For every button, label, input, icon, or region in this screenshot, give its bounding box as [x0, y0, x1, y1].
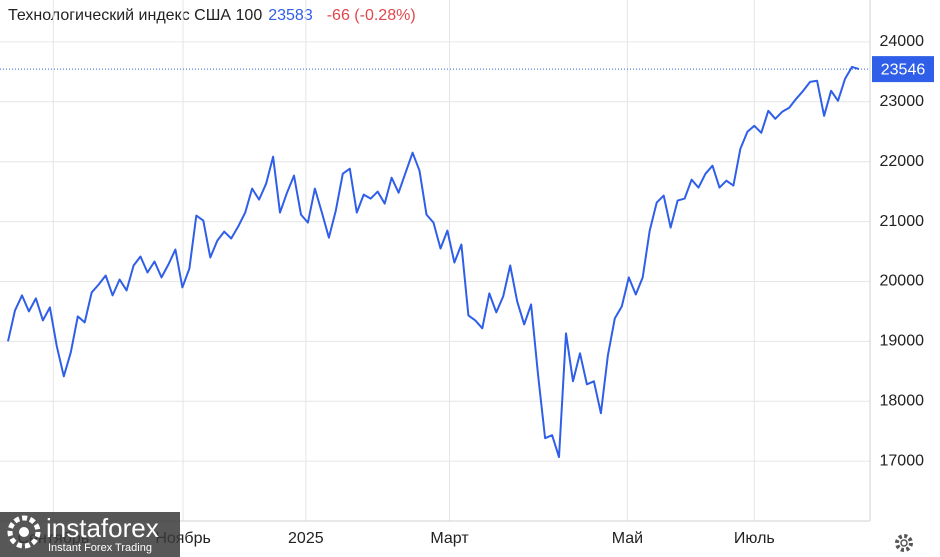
gear[interactable]: [895, 534, 913, 552]
y-tick-label: 18000: [880, 392, 925, 409]
x-tick-label: Май: [612, 530, 643, 547]
y-tick-label: 23000: [880, 93, 925, 110]
watermark-tagline: Instant Forex Trading: [48, 542, 152, 554]
price-line: [7, 65, 860, 459]
watermark-logo: [7, 515, 41, 549]
y-tick-label: 19000: [880, 333, 925, 350]
watermark: instaforex Instant Forex Trading: [0, 512, 180, 557]
price-tag-label: 23546: [881, 61, 926, 78]
y-tick-label: 24000: [880, 33, 925, 50]
chart-title: Технологический индекс США 100 23583 -66 (…: [8, 7, 416, 24]
watermark-bg: [0, 512, 180, 557]
x-tick-label: 2025: [288, 530, 324, 547]
settings-icon[interactable]: [895, 534, 913, 552]
marks: 23546: [0, 56, 934, 459]
y-tick-label: 22000: [880, 153, 925, 170]
y-tick-label: 21000: [880, 213, 925, 230]
price-tag: [872, 56, 934, 83]
watermark-brand: instaforex: [46, 513, 159, 543]
last-value: 23583: [268, 7, 313, 24]
y-tick-label: 17000: [880, 452, 925, 469]
change: -66 (-0.28%): [327, 7, 416, 24]
x-tick-label: Март: [430, 530, 469, 547]
y-tick-label: 20000: [880, 273, 925, 290]
x-tick-label: Июль: [734, 530, 775, 547]
gear-hole[interactable]: [900, 539, 908, 547]
watermark-logo: [19, 527, 29, 537]
title: Технологический индекс США 100: [8, 7, 262, 24]
